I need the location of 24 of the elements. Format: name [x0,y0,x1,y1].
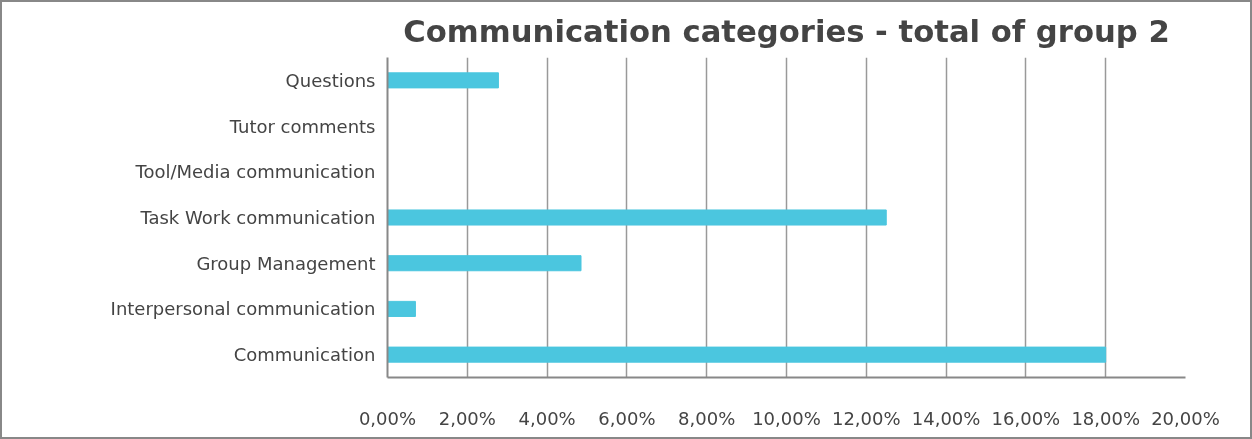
x-tick-label: 6,00% [598,407,656,429]
y-tick-label: Tool/Media communication [134,161,376,183]
x-tick-label: 4,00% [518,407,576,429]
x-tick-label: 8,00% [678,407,736,429]
y-tick-label: Task Work communication [139,207,376,228]
y-tick-label: Interpersonal communication [110,298,376,320]
x-tick-label: 18,00% [1071,407,1141,429]
bar [387,72,499,89]
x-tick-label: 10,00% [752,407,821,429]
bar [387,255,582,272]
x-tick-label: 0,00% [358,407,417,429]
chart-title: Communication categories - total of group 2 [403,13,1170,49]
y-tick-label: Group Management [196,252,376,274]
bar [387,300,416,317]
x-tick-label: 12,00% [831,407,901,429]
y-tick-label: Tutor comments [228,115,376,137]
x-tick-label: 20,00% [1151,407,1220,429]
x-tick-label: 16,00% [991,407,1061,429]
x-tick-label: 2,00% [438,407,496,429]
x-tick-label: 14,00% [911,407,981,429]
bar [387,209,887,226]
y-tick-label: Questions [285,69,376,91]
y-tick-label: Communication [233,344,376,366]
bar [387,346,1107,363]
